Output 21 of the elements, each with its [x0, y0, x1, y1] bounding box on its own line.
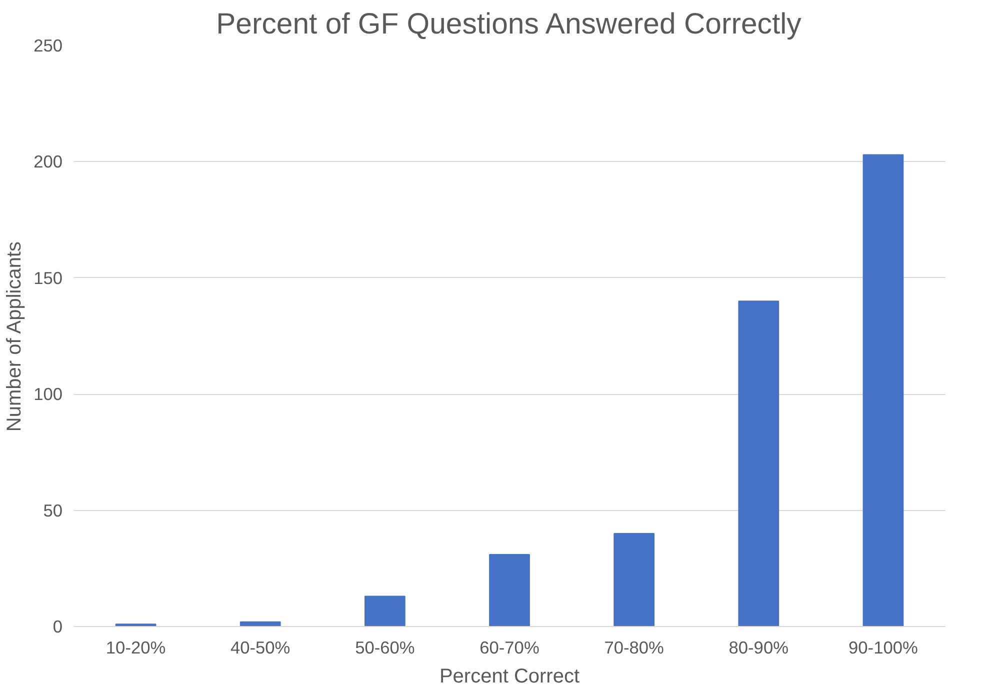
y-tick-label: 0: [52, 616, 63, 636]
bar: [738, 300, 780, 626]
chart-title: Percent of GF Questions Answered Correctly: [216, 8, 802, 40]
bar: [862, 154, 904, 626]
x-tick-label: 10-20%: [106, 638, 166, 658]
y-tick-label: 100: [34, 384, 63, 404]
y-tick-label: 150: [34, 268, 63, 288]
bar: [364, 596, 406, 626]
x-tick-label: 40-50%: [230, 638, 290, 658]
x-tick-label: 70-80%: [604, 638, 664, 658]
x-tick-label: 50-60%: [355, 638, 415, 658]
x-tick-label: 90-100%: [848, 638, 918, 658]
x-tick-label: 80-90%: [728, 638, 789, 658]
x-tick-label: 60-70%: [480, 638, 540, 658]
y-axis-title: Number of Applicants: [4, 241, 26, 432]
y-tick-label: 50: [43, 500, 63, 520]
x-axis-title: Percent Correct: [439, 666, 580, 688]
y-tick-label: 200: [34, 152, 63, 172]
y-tick-label: 250: [34, 36, 63, 56]
bar: [614, 533, 655, 626]
bar: [489, 554, 530, 626]
